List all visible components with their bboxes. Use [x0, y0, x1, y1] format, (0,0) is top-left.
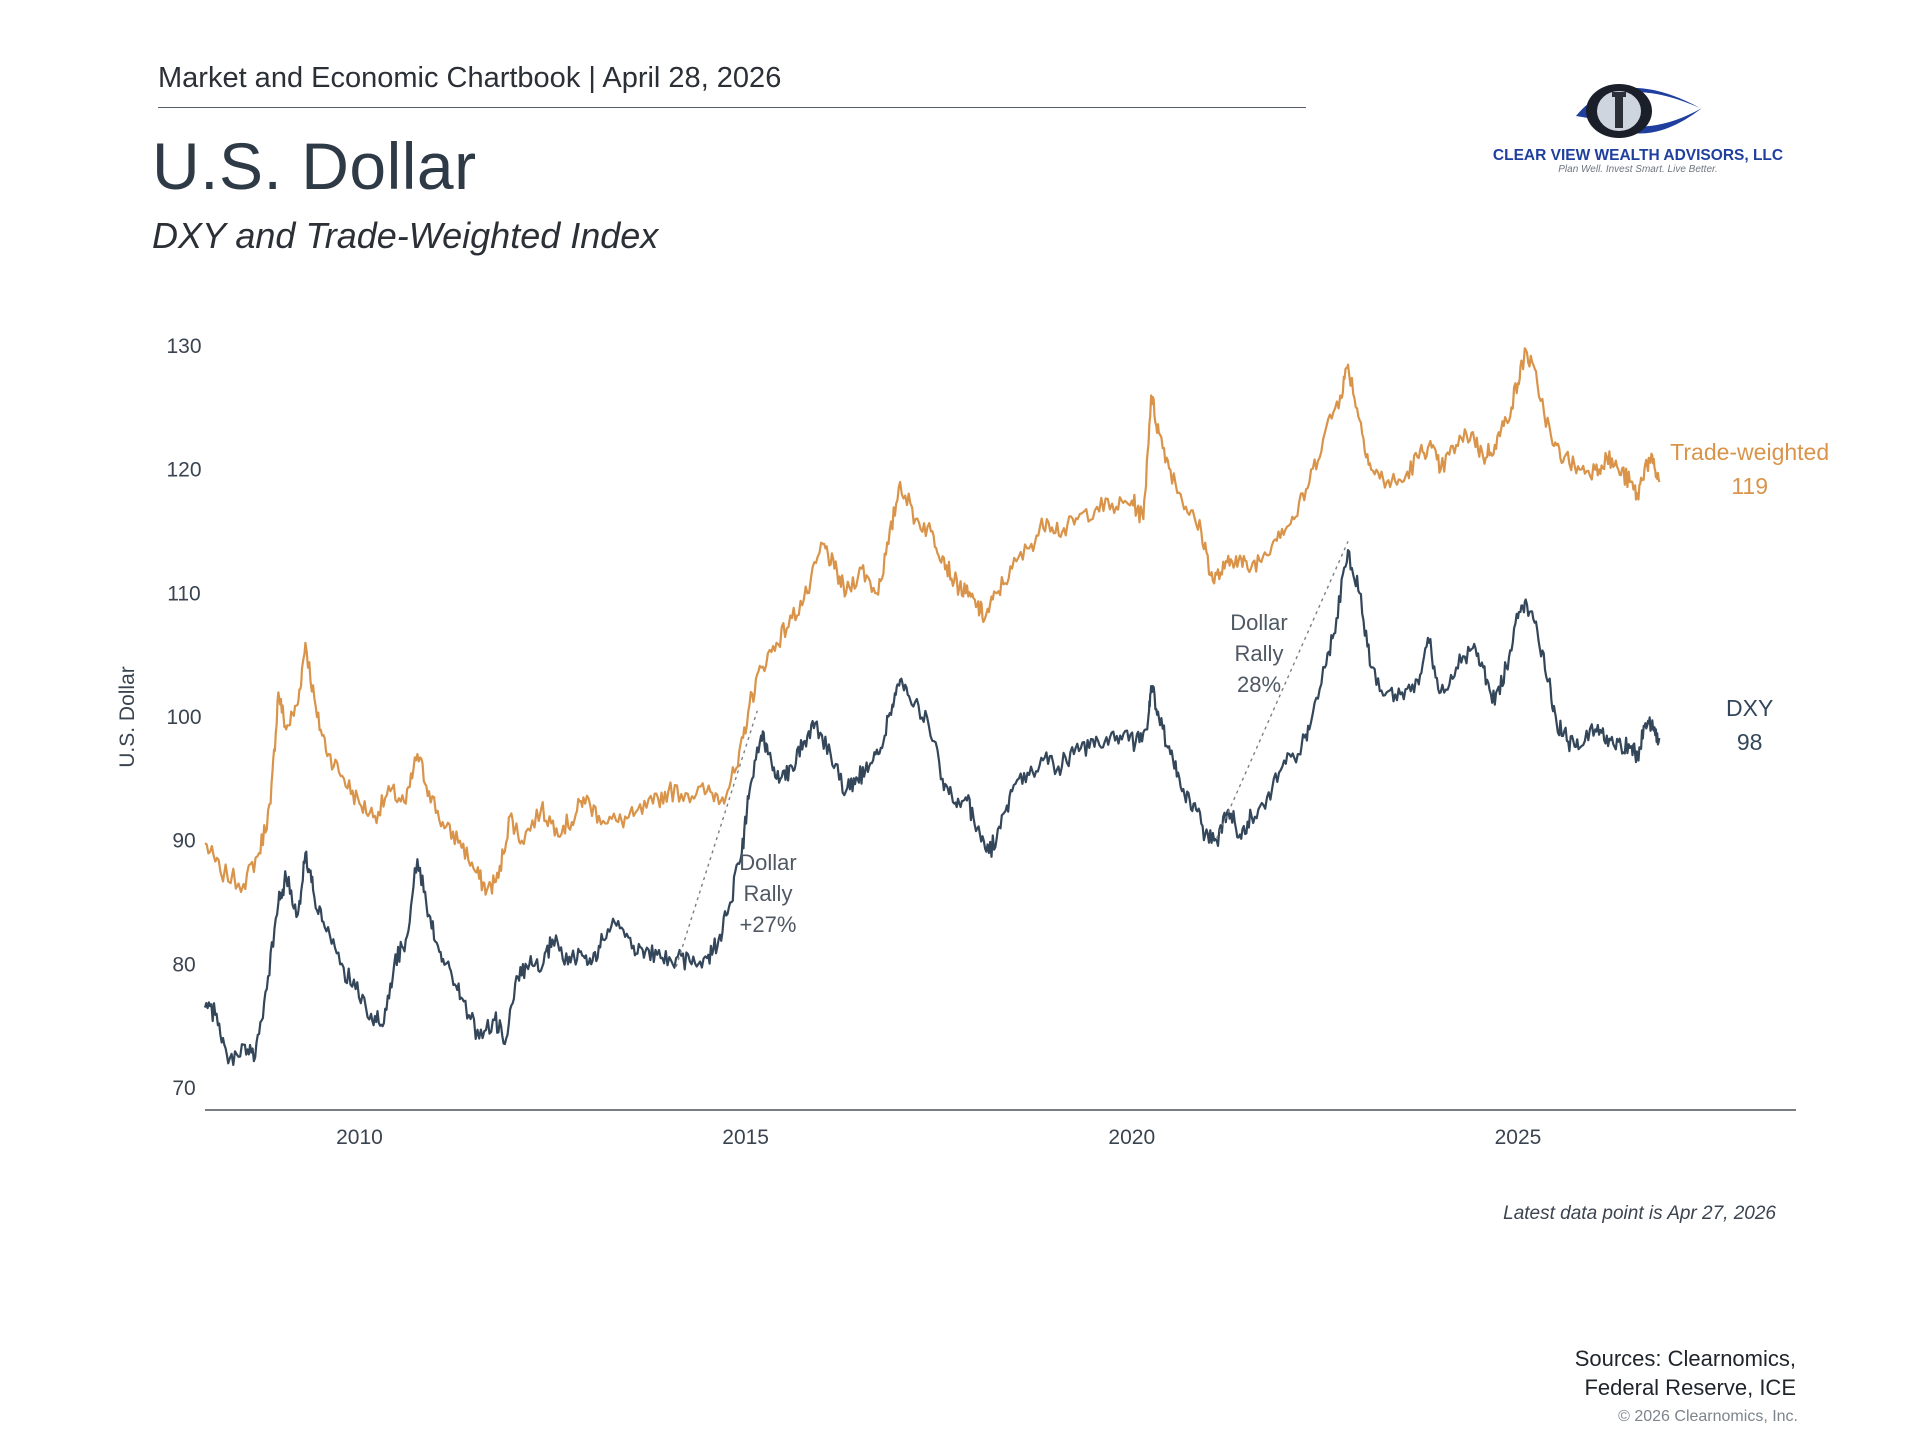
eye-lighthouse-icon [1576, 84, 1702, 138]
series-end-label: Trade-weighted [1670, 439, 1829, 465]
page-subtitle: DXY and Trade-Weighted Index [152, 215, 659, 256]
series-line-trade-weighted [204, 347, 1661, 896]
rally-annotation-label: +27% [740, 912, 797, 937]
y-tick-label: 110 [167, 582, 200, 605]
series-end-label: DXY [1726, 695, 1773, 721]
latest-data-note: Latest data point is Apr 27, 2026 [1503, 1203, 1776, 1224]
logo-company-name: CLEAR VIEW WEALTH ADVISORS, LLC [1493, 147, 1783, 164]
series-end-value: 98 [1737, 729, 1763, 755]
copyright-note: © 2026 Clearnomics, Inc. [1618, 1408, 1798, 1425]
rally-annotation-label: Dollar [1230, 610, 1287, 635]
y-tick-label: 70 [172, 1077, 195, 1100]
y-tick-label: 90 [172, 830, 195, 853]
series-end-value: 119 [1731, 473, 1768, 499]
x-tick-label: 2025 [1495, 1126, 1542, 1149]
sources-line-1: Sources: Clearnomics, [1574, 1346, 1796, 1371]
y-tick-label: 80 [172, 953, 195, 976]
logo-tagline: Plan Well. Invest Smart. Live Better. [1558, 164, 1718, 175]
x-tick-label: 2015 [722, 1126, 769, 1149]
rally-dashed-line [675, 710, 758, 968]
sources-note: Sources: Clearnomics, Federal Reserve, I… [1575, 1344, 1796, 1402]
y-tick-label: 100 [166, 706, 201, 729]
sources-line-2: Federal Reserve, ICE [1584, 1375, 1796, 1400]
dollar-line-chart: 70 80 90 100 110 120 130 2010 2015 2020 2025 U.S. D… [116, 335, 1829, 1149]
chartbook-header: Market and Economic Chartbook | April 28… [158, 62, 782, 94]
company-logo: CLEAR VIEW WEALTH ADVISORS, LLC Plan Wel… [1493, 84, 1783, 175]
rally-dashed-line [1216, 541, 1349, 839]
header-divider [158, 107, 1306, 108]
x-tick-label: 2020 [1108, 1126, 1155, 1149]
rally-annotation-label: 28% [1237, 672, 1281, 697]
y-tick-label: 130 [166, 335, 201, 358]
y-tick-label: 120 [166, 459, 201, 482]
rally-annotation-label: Rally [744, 881, 793, 906]
rally-annotation-label: Dollar [739, 850, 796, 875]
y-axis-title: U.S. Dollar [116, 666, 139, 768]
page-title: U.S. Dollar [152, 129, 477, 203]
x-tick-label: 2010 [336, 1126, 383, 1149]
series-line-dxy [203, 549, 1661, 1067]
rally-annotation-label: Rally [1235, 641, 1284, 666]
